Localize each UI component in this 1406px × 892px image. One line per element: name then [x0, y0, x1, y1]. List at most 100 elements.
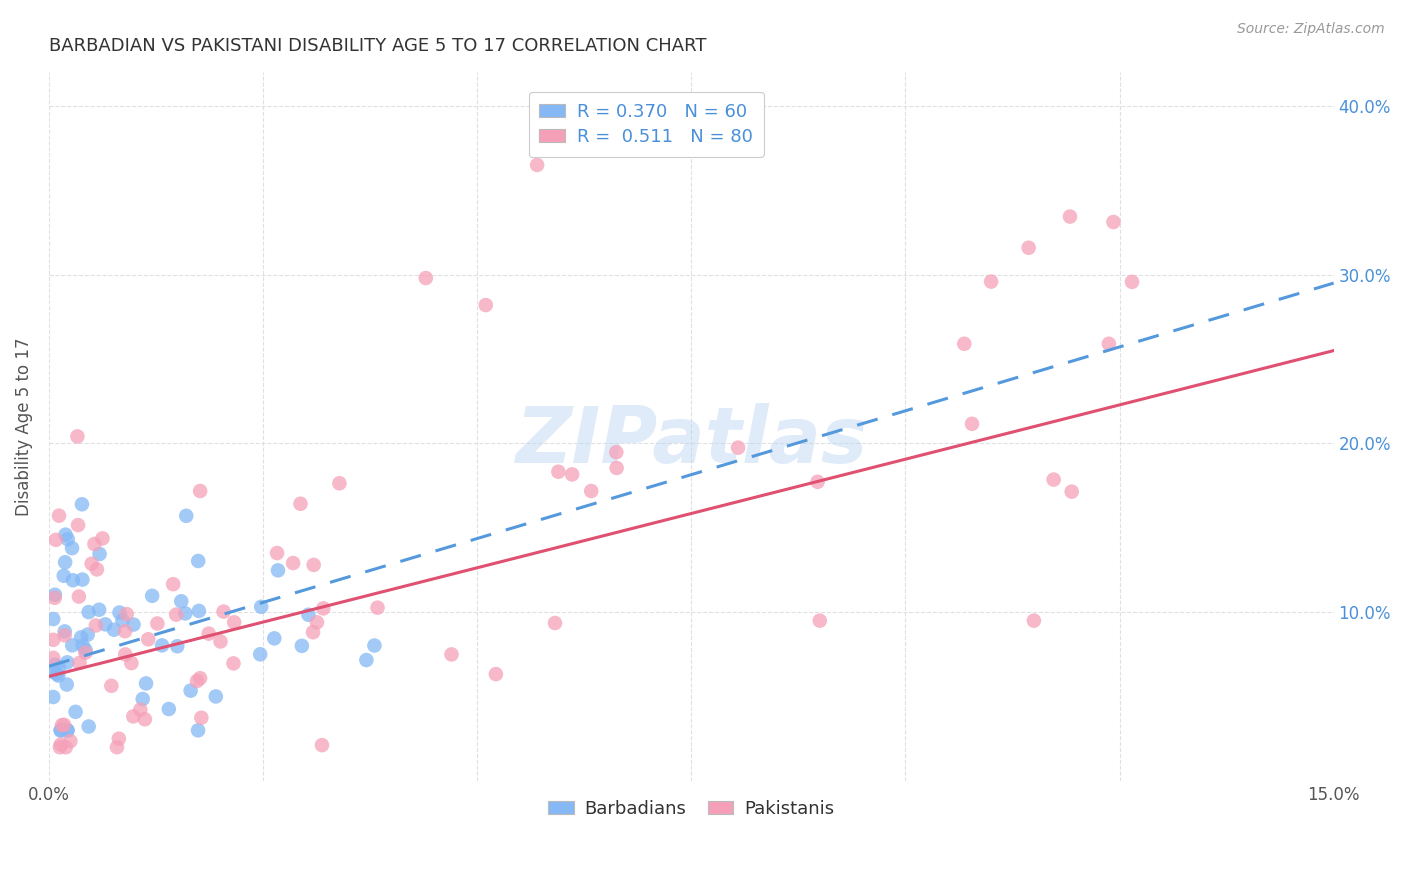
Point — [166, 639, 188, 653]
Point — [72, 639, 94, 653]
Point — [44, 657, 66, 672]
Point — [55, 677, 77, 691]
Point — [42, 632, 65, 647]
Point — [76, 627, 98, 641]
Point — [141, 589, 163, 603]
Point — [53, 624, 76, 639]
Point — [42, 690, 65, 704]
Point — [727, 441, 749, 455]
Point — [42, 665, 65, 679]
Point — [42, 650, 65, 665]
Point — [114, 624, 136, 639]
Point — [55, 527, 77, 541]
Point — [1098, 336, 1121, 351]
Point — [62, 573, 84, 587]
Point — [105, 740, 128, 755]
Point — [363, 639, 385, 653]
Point — [120, 656, 142, 670]
Point — [190, 711, 212, 725]
Text: Source: ZipAtlas.com: Source: ZipAtlas.com — [1237, 22, 1385, 37]
Point — [605, 445, 627, 459]
Point — [526, 158, 548, 172]
Point — [606, 461, 628, 475]
Point — [48, 508, 70, 523]
Point — [204, 690, 226, 704]
Point — [122, 617, 145, 632]
Point — [249, 647, 271, 661]
Point — [52, 568, 75, 582]
Point — [67, 590, 90, 604]
Point — [80, 557, 103, 571]
Point — [170, 594, 193, 608]
Point — [302, 625, 325, 640]
Point — [579, 483, 602, 498]
Point — [808, 614, 831, 628]
Point — [51, 718, 73, 732]
Point — [1059, 210, 1081, 224]
Point — [953, 336, 976, 351]
Point — [83, 537, 105, 551]
Point — [162, 577, 184, 591]
Point — [311, 738, 333, 752]
Point — [49, 723, 72, 738]
Point — [100, 679, 122, 693]
Point — [547, 465, 569, 479]
Point — [108, 606, 131, 620]
Point — [209, 634, 232, 648]
Point — [1042, 473, 1064, 487]
Point — [56, 656, 79, 670]
Point — [328, 476, 350, 491]
Point — [263, 632, 285, 646]
Point — [212, 605, 235, 619]
Point — [70, 631, 93, 645]
Point — [69, 656, 91, 670]
Point — [44, 591, 66, 605]
Point — [77, 605, 100, 619]
Point — [305, 615, 328, 630]
Point — [197, 626, 219, 640]
Text: ZIPatlas: ZIPatlas — [515, 403, 868, 479]
Point — [75, 643, 97, 657]
Point — [42, 612, 65, 626]
Point — [75, 646, 97, 660]
Point — [281, 556, 304, 570]
Point — [1018, 241, 1040, 255]
Point — [291, 639, 314, 653]
Point — [186, 673, 208, 688]
Point — [415, 271, 437, 285]
Point — [67, 518, 90, 533]
Point — [108, 731, 131, 746]
Point — [561, 467, 583, 482]
Point — [132, 692, 155, 706]
Point — [115, 607, 138, 621]
Point — [1121, 275, 1143, 289]
Point — [49, 740, 72, 755]
Point — [980, 275, 1002, 289]
Point — [1022, 614, 1045, 628]
Point — [55, 740, 77, 755]
Point — [53, 718, 76, 732]
Point — [60, 638, 83, 652]
Point — [70, 497, 93, 511]
Point — [312, 601, 335, 615]
Point — [53, 628, 76, 642]
Point — [45, 666, 67, 681]
Point — [65, 705, 87, 719]
Point — [56, 723, 79, 738]
Point — [89, 547, 111, 561]
Point — [174, 607, 197, 621]
Point — [129, 703, 152, 717]
Point — [111, 614, 134, 628]
Point — [56, 723, 79, 738]
Point — [960, 417, 983, 431]
Legend: Barbadians, Pakistanis: Barbadians, Pakistanis — [541, 793, 841, 825]
Point — [49, 723, 72, 738]
Point — [250, 599, 273, 614]
Point — [290, 497, 312, 511]
Point — [114, 648, 136, 662]
Point — [48, 668, 70, 682]
Point — [135, 676, 157, 690]
Point — [367, 600, 389, 615]
Point — [165, 607, 187, 622]
Point — [356, 653, 378, 667]
